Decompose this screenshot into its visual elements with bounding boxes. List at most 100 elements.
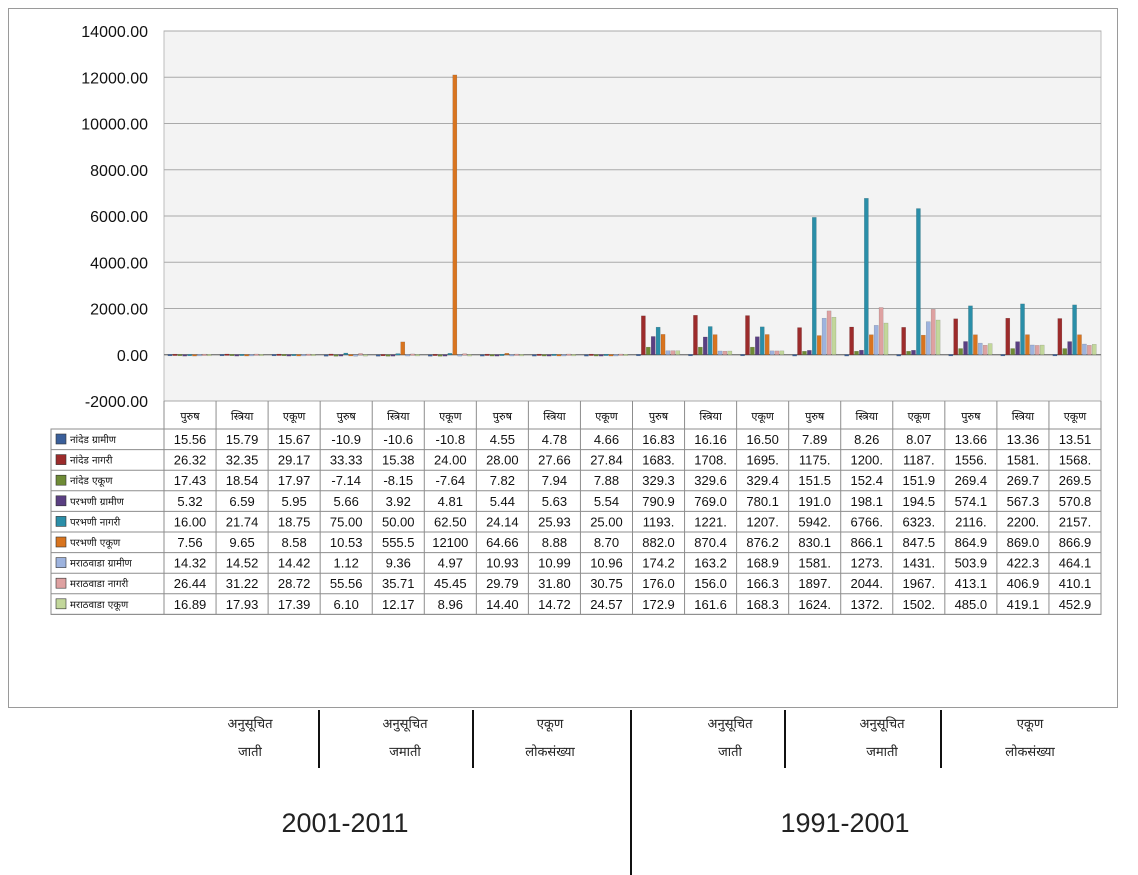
data-label: 1708.: [694, 453, 727, 468]
data-label: 14.40: [486, 597, 519, 612]
bar: [603, 353, 609, 356]
bar: [519, 354, 524, 357]
group-label-line1: एकूण: [1016, 717, 1044, 732]
data-label: 4.66: [594, 432, 619, 447]
bar: [207, 354, 212, 357]
data-label: 15.79: [226, 432, 259, 447]
bar: [698, 346, 703, 355]
bar: [593, 354, 599, 357]
bar: [462, 353, 467, 356]
bar: [584, 354, 589, 357]
data-label: 1581.: [798, 556, 831, 571]
category-label: पुरुष: [493, 410, 513, 423]
bar: [1067, 341, 1072, 355]
data-label: 8.58: [281, 535, 306, 550]
legend-entry: मराठवाडा एकूण: [70, 600, 129, 611]
data-label: 7.89: [802, 432, 827, 447]
bar: [323, 354, 329, 357]
bar: [177, 354, 183, 357]
bar: [1039, 344, 1045, 355]
bar: [1057, 318, 1063, 355]
bar: [202, 353, 207, 356]
bar: [873, 325, 879, 355]
category-label: एकूण: [595, 410, 619, 424]
bar: [219, 354, 225, 357]
bar: [759, 326, 765, 355]
data-label: 6.10: [334, 597, 359, 612]
bar: [864, 198, 869, 355]
data-label: 152.4: [850, 473, 883, 488]
data-label: 32.35: [226, 453, 259, 468]
bar: [1087, 345, 1092, 355]
data-label: 25.00: [590, 514, 623, 529]
data-label: 17.93: [226, 597, 259, 612]
bar: [1010, 348, 1015, 355]
bar: [532, 354, 537, 357]
y-tick-label: -2000.00: [85, 394, 148, 411]
y-tick-label: 2000.00: [90, 302, 148, 319]
category-label: एकूण: [283, 410, 307, 424]
bar: [254, 353, 259, 356]
data-label: 4.97: [438, 556, 463, 571]
bar: [442, 354, 448, 357]
data-label: 198.1: [850, 494, 883, 509]
bar: [484, 353, 490, 356]
data-label: 5.63: [542, 494, 567, 509]
bar: [589, 353, 594, 356]
bar: [561, 354, 567, 357]
bar: [375, 354, 381, 357]
data-label: 7.56: [177, 535, 202, 550]
data-label: 1624.: [798, 597, 831, 612]
bar: [333, 354, 339, 357]
data-label: 15.38: [382, 453, 415, 468]
bar: [712, 334, 718, 355]
bar: [244, 354, 249, 357]
data-label: 64.66: [486, 535, 519, 550]
data-label: 1372.: [850, 597, 883, 612]
bar: [1025, 334, 1030, 355]
data-label: 13.66: [955, 432, 988, 447]
bar: [750, 346, 755, 355]
data-label: 2044.: [850, 576, 883, 591]
bar: [978, 342, 983, 355]
bar: [566, 353, 572, 356]
category-label: स्त्रिया: [1012, 410, 1035, 423]
bar: [410, 353, 415, 356]
bar: [353, 354, 358, 357]
legend-entry: परभणी नागरी: [70, 516, 121, 528]
data-label: 6323.: [903, 514, 936, 529]
bar: [172, 353, 178, 356]
bar: [987, 343, 993, 355]
period-label: 1991-2001: [780, 808, 910, 838]
data-label: 1502.: [903, 597, 936, 612]
bar: [551, 353, 557, 356]
legend-entry: नांदेड ग्रामीण: [70, 434, 117, 446]
bar: [755, 336, 760, 355]
bar: [896, 354, 901, 357]
y-tick-label: 12000.00: [81, 70, 148, 87]
data-table-body: [50, 428, 1102, 615]
bar: [963, 341, 968, 355]
group-label-line2: जाती: [718, 745, 742, 760]
data-label: -7.14: [331, 473, 361, 488]
bar: [774, 350, 780, 355]
bar: [480, 354, 485, 357]
data-label: 8.70: [594, 535, 619, 550]
legend-entry: परभणी एकूण: [70, 537, 121, 549]
data-label: 45.45: [434, 576, 467, 591]
data-label: 3.92: [386, 494, 411, 509]
group-divider: [784, 710, 786, 768]
bar: [499, 353, 505, 356]
bar: [380, 354, 386, 357]
bar: [224, 353, 230, 356]
bar: [259, 354, 264, 357]
bar: [400, 341, 406, 355]
data-label: 1568.: [1059, 453, 1092, 468]
data-label: 16.50: [746, 432, 779, 447]
bar: [641, 315, 646, 355]
bar: [197, 354, 202, 357]
data-label: 567.3: [1007, 494, 1040, 509]
bar: [968, 305, 973, 355]
legend-entry: मराठवाडा नागरी: [70, 578, 129, 590]
data-label: 17.97: [278, 473, 311, 488]
